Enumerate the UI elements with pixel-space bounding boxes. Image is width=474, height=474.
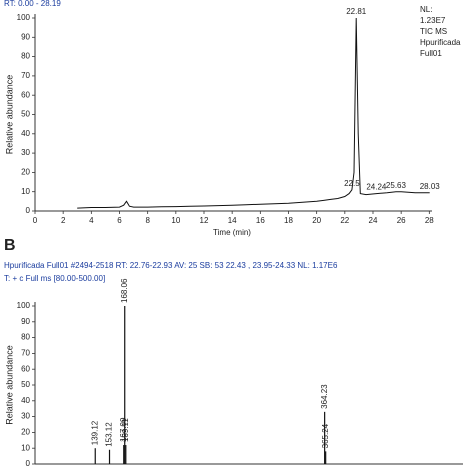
y-tick-label: 20 [21, 428, 30, 437]
y-tick-label: 20 [21, 168, 30, 177]
peak-label: 364.23 [320, 384, 329, 409]
annotation: 1.23E7 [420, 16, 446, 25]
y-tick-label: 50 [21, 110, 30, 119]
y-tick-label: 100 [17, 13, 31, 22]
y-tick-label: 40 [21, 396, 30, 405]
peak-label: 22.5 [344, 179, 360, 188]
trace [77, 17, 430, 209]
y-tick-label: 60 [21, 364, 30, 373]
peak-label: 168.06 [120, 278, 129, 303]
y-tick-label: 30 [21, 148, 30, 157]
peak-label: 153.12 [105, 422, 114, 447]
x-tick-label: 22 [340, 216, 349, 225]
y-tick-label: 30 [21, 412, 30, 421]
chart-subtitle: T: + c Full ms [80.00-500.00] [4, 274, 105, 283]
peak-label: 22.81 [346, 7, 367, 16]
x-tick-label: 26 [397, 216, 406, 225]
annotation: NL: [420, 5, 432, 14]
x-tick-label: 24 [369, 216, 378, 225]
y-tick-label: 90 [21, 32, 30, 41]
y-tick-label: 50 [21, 380, 30, 389]
annotation: Full01 [420, 49, 442, 58]
y-tick-label: 70 [21, 71, 30, 80]
y-tick-label: 10 [21, 187, 30, 196]
x-tick-label: 0 [33, 216, 38, 225]
x-tick-label: 8 [145, 216, 150, 225]
y-tick-label: 0 [26, 459, 31, 468]
y-tick-label: 0 [26, 206, 31, 215]
peak-label: 25.63 [386, 181, 407, 190]
x-tick-label: 20 [312, 216, 321, 225]
annotation: TIC MS [420, 27, 447, 36]
x-tick-label: 12 [200, 216, 209, 225]
x-tick-label: 14 [228, 216, 237, 225]
y-tick-label: 60 [21, 90, 30, 99]
annotation: Hpurificada [420, 38, 461, 47]
y-tick-label: 80 [21, 52, 30, 61]
x-tick-label: 28 [425, 216, 434, 225]
peak-label: 24.24 [366, 183, 387, 192]
y-tick-label: 90 [21, 317, 30, 326]
x-tick-label: 4 [89, 216, 94, 225]
panel-label: B [4, 237, 16, 254]
x-tick-label: 10 [171, 216, 180, 225]
x-axis-label: Time (min) [213, 228, 251, 237]
y-tick-label: 40 [21, 129, 30, 138]
chart-title: Hpurificada Full01 #2494-2518 RT: 22.76-… [4, 261, 338, 270]
x-tick-label: 6 [117, 216, 122, 225]
y-axis-label: Relative abundance [4, 75, 14, 155]
y-tick-label: 70 [21, 349, 30, 358]
y-axis-label: Relative abundance [4, 345, 14, 425]
y-tick-label: 80 [21, 333, 30, 342]
x-tick-label: 16 [256, 216, 265, 225]
chart-title: RT: 0.00 - 28.19 [4, 0, 61, 8]
y-tick-label: 10 [21, 443, 30, 452]
peak-label: 139.12 [90, 420, 99, 445]
peak-label: 28.03 [420, 182, 441, 191]
x-tick-label: 18 [284, 216, 293, 225]
peak-label: 169.11 [121, 418, 130, 442]
x-tick-label: 2 [61, 216, 66, 225]
peak-label: 167.09 [119, 417, 128, 442]
peak-label: 365.24 [321, 423, 330, 448]
y-tick-label: 100 [17, 301, 31, 310]
